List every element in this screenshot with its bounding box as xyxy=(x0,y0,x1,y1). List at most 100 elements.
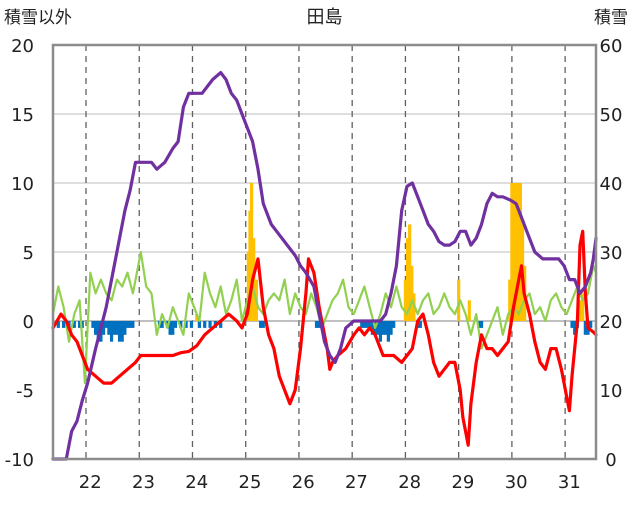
sunshine-bar xyxy=(123,321,127,335)
right-y-tick-label: 50 xyxy=(600,105,623,126)
sunshine-bar xyxy=(389,321,393,335)
left-y-tick-label: 20 xyxy=(11,36,34,57)
sunshine-bar xyxy=(179,321,183,328)
x-tick-label: 23 xyxy=(132,472,155,493)
precipitation-bar xyxy=(581,293,585,321)
chart-title: 田島 xyxy=(307,7,343,28)
x-tick-label: 27 xyxy=(345,472,368,493)
sunshine-bar xyxy=(80,321,84,328)
sunshine-bar xyxy=(171,321,175,335)
precipitation-bar xyxy=(510,183,514,321)
left-axis-title: 積雪以外 xyxy=(4,8,72,28)
right-y-tick-label: 10 xyxy=(600,381,623,402)
sunshine-bar xyxy=(317,321,321,328)
sunshine-bar xyxy=(384,321,388,335)
sunshine-bar xyxy=(56,321,60,328)
sunshine-bar xyxy=(189,321,194,328)
sunshine-bar xyxy=(570,321,574,328)
sunshine-bar xyxy=(314,321,319,328)
precipitation-bar xyxy=(514,183,518,321)
sunshine-bar xyxy=(115,321,119,335)
sunshine-bar xyxy=(589,321,593,328)
sunshine-bar xyxy=(365,321,369,328)
sunshine-bar xyxy=(362,321,367,328)
precipitation-bar xyxy=(405,238,410,321)
sunshine-bar xyxy=(107,321,111,335)
sunshine-bar xyxy=(418,321,422,328)
precipitation-bar xyxy=(516,183,520,321)
x-tick-label: 30 xyxy=(505,472,528,493)
precipitation-bar xyxy=(249,183,254,321)
left-y-tick-label: -10 xyxy=(5,450,34,471)
sunshine-bar xyxy=(360,321,364,328)
sunshine-bar xyxy=(112,321,116,335)
sunshine-bar xyxy=(392,321,396,328)
right-y-tick-label: 0 xyxy=(605,450,616,471)
precipitation-bar xyxy=(578,300,582,321)
x-tick-label: 24 xyxy=(185,472,208,493)
sunshine-bar xyxy=(160,321,164,328)
x-tick-label: 22 xyxy=(79,472,102,493)
x-tick-label: 28 xyxy=(398,472,421,493)
x-tick-label: 25 xyxy=(239,472,262,493)
wind-speed-line xyxy=(51,250,598,385)
x-tick-label: 29 xyxy=(451,472,474,493)
plot-frame xyxy=(51,43,598,461)
precipitation-bar xyxy=(403,279,408,321)
sunshine-bar xyxy=(203,321,207,328)
precipitation-bar xyxy=(512,183,516,321)
sunshine-bar xyxy=(261,321,265,328)
left-y-tick-label: 0 xyxy=(23,312,34,333)
right-y-tick-label: 30 xyxy=(600,243,623,264)
sunshine-bar xyxy=(93,321,98,335)
sunshine-bar xyxy=(386,321,390,342)
sunshine-bar xyxy=(573,321,577,335)
sunshine-bar xyxy=(104,321,108,328)
sunshine-bar xyxy=(378,321,382,342)
sunshine-bar xyxy=(120,321,124,342)
sunshine-bar xyxy=(168,321,172,335)
right-y-tick-label: 60 xyxy=(600,36,623,57)
precipitation-bar xyxy=(408,224,412,321)
sunshine-bar xyxy=(128,321,132,328)
sunshine-bar xyxy=(72,321,76,328)
sunshine-bar xyxy=(259,321,263,328)
sunshine-bar xyxy=(208,321,212,328)
precipitation-bar xyxy=(467,300,471,321)
sunshine-bar xyxy=(78,321,82,328)
left-y-tick-label: -5 xyxy=(16,381,34,402)
sunshine-bar xyxy=(173,321,178,328)
x-tick-label: 26 xyxy=(292,472,315,493)
sunshine-bar xyxy=(368,321,372,328)
x-tick-label: 31 xyxy=(558,472,581,493)
sunshine-bar xyxy=(479,321,484,328)
precipitation-bar xyxy=(410,265,414,321)
sunshine-bar xyxy=(219,321,223,328)
sunshine-bar xyxy=(381,321,385,335)
temperature-line xyxy=(51,229,598,447)
snow-depth-line xyxy=(51,71,598,461)
sunshine-bar xyxy=(117,321,122,342)
left-y-tick-label: 5 xyxy=(23,243,34,264)
precipitation-bar xyxy=(195,314,199,321)
right-y-tick-label: 20 xyxy=(600,312,623,333)
sunshine-bar xyxy=(91,321,95,328)
precipitation-bar xyxy=(457,279,461,321)
sunshine-bar xyxy=(197,321,201,328)
sunshine-bar xyxy=(101,321,106,335)
sunshine-bar xyxy=(131,321,135,328)
sunshine-bar xyxy=(62,321,66,328)
sunshine-bar xyxy=(376,321,380,335)
right-y-tick-label: 40 xyxy=(600,174,623,195)
sunshine-bar xyxy=(109,321,114,342)
right-axis-title: 積雪 xyxy=(594,8,628,28)
left-y-tick-label: 10 xyxy=(11,174,34,195)
left-y-tick-label: 15 xyxy=(11,105,34,126)
line-layer xyxy=(51,71,598,461)
sunshine-bar xyxy=(583,321,587,335)
sunshine-bar xyxy=(96,321,100,342)
